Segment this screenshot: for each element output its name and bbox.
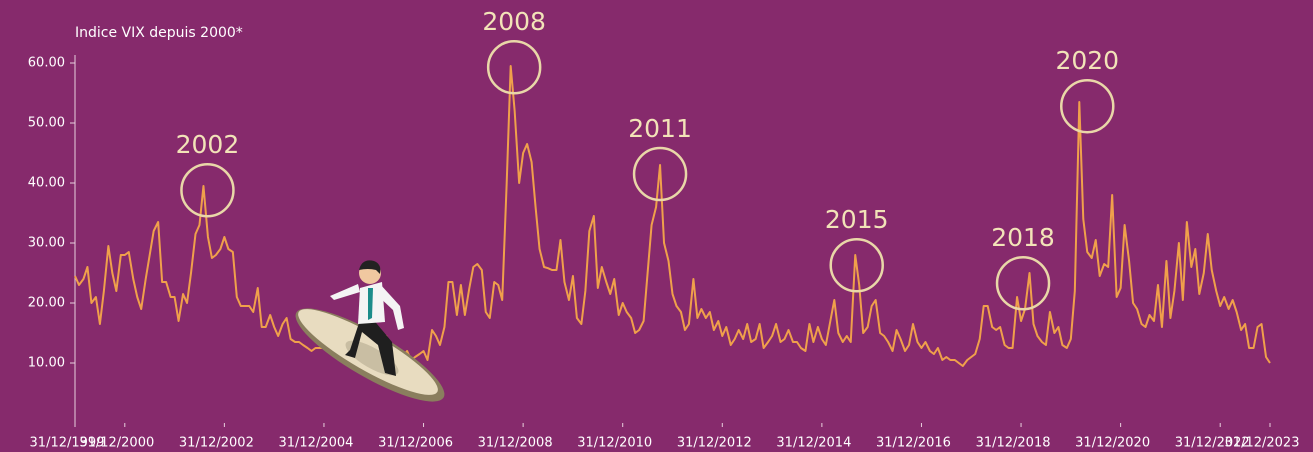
x-tick-label: 31/12/2004 [278,436,353,451]
chart-title: Indice VIX depuis 2000* [75,25,243,41]
chart: Indice VIX depuis 2000* 10.00 20.00 30.00 4… [0,0,1313,452]
x-tick-label: 31/12/2006 [378,436,453,451]
y-tick-label: 30.00 [28,236,65,251]
x-tick-label: 31/12/2020 [1075,436,1150,451]
y-tick-label: 50.00 [28,116,65,131]
x-tick-label: 31/12/2018 [976,436,1051,451]
x-tick-label: 31/12/2002 [179,436,254,451]
annotation-label: 2008 [482,7,546,36]
annotation-label: 2011 [628,114,692,143]
x-tick-label: 31/12/2023 [1225,436,1300,451]
y-tick-label: 40.00 [28,176,65,191]
annotation-label: 2018 [991,223,1055,252]
x-tick-label: 31/12/2016 [876,436,951,451]
annotation-label: 2002 [176,130,240,159]
x-tick-label: 31/12/2008 [478,436,553,451]
annotation-label: 2020 [1055,46,1119,75]
y-tick-label: 20.00 [28,296,65,311]
x-tick-label: 31/12/2012 [677,436,752,451]
x-tick-label: 31/12/2010 [577,436,652,451]
x-tick-label: 31/12/2000 [79,436,154,451]
annotation-label: 2015 [825,205,889,234]
x-tick-label: 31/12/2014 [776,436,851,451]
y-tick-label: 60.00 [28,56,65,71]
y-tick-label: 10.00 [28,356,65,371]
